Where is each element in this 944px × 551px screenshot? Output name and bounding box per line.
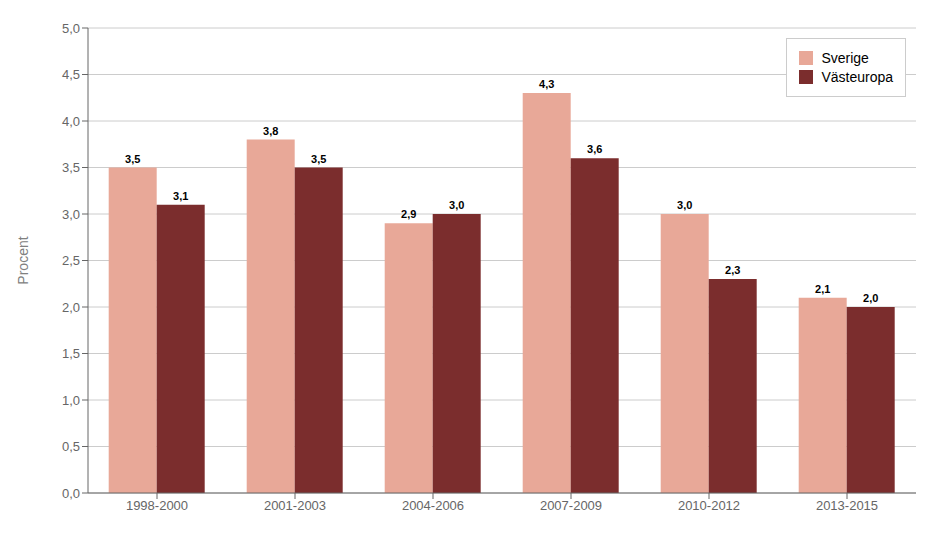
html-text:Sverige: Sverige xyxy=(821,50,869,66)
svg-text:5,0: 5,0 xyxy=(62,21,80,36)
svg-text:2,0: 2,0 xyxy=(62,300,80,315)
svg-text:1998-2000: 1998-2000 xyxy=(126,498,188,513)
svg-text:0,0: 0,0 xyxy=(62,486,80,501)
svg-text:2,0: 2,0 xyxy=(863,292,878,304)
svg-text:3,1: 3,1 xyxy=(173,190,188,202)
svg-text:3,5: 3,5 xyxy=(125,153,140,165)
svg-text:4,3: 4,3 xyxy=(539,78,554,90)
svg-text:3,5: 3,5 xyxy=(311,153,326,165)
svg-text:0,5: 0,5 xyxy=(62,439,80,454)
svg-text:2001-2003: 2001-2003 xyxy=(264,498,326,513)
svg-text:3,0: 3,0 xyxy=(449,199,464,211)
svg-text:2,9: 2,9 xyxy=(401,208,416,220)
svg-text:3,8: 3,8 xyxy=(263,125,278,137)
html-text:Västeuropa: Västeuropa xyxy=(821,69,893,85)
svg-text:Procent: Procent xyxy=(15,236,31,284)
svg-text:1,5: 1,5 xyxy=(62,346,80,361)
svg-text:1,0: 1,0 xyxy=(62,393,80,408)
svg-text:4,0: 4,0 xyxy=(62,114,80,129)
svg-text:4,5: 4,5 xyxy=(62,67,80,82)
svg-text:2,3: 2,3 xyxy=(725,264,740,276)
svg-text:2,5: 2,5 xyxy=(62,253,80,268)
svg-text:3,6: 3,6 xyxy=(587,143,602,155)
svg-text:3,5: 3,5 xyxy=(62,160,80,175)
svg-text:2,1: 2,1 xyxy=(815,283,830,295)
svg-text:2010-2012: 2010-2012 xyxy=(678,498,740,513)
svg-text:3,0: 3,0 xyxy=(62,207,80,222)
svg-text:2007-2009: 2007-2009 xyxy=(540,498,602,513)
svg-text:2004-2006: 2004-2006 xyxy=(402,498,464,513)
svg-text:2013-2015: 2013-2015 xyxy=(816,498,878,513)
svg-text:3,0: 3,0 xyxy=(677,199,692,211)
